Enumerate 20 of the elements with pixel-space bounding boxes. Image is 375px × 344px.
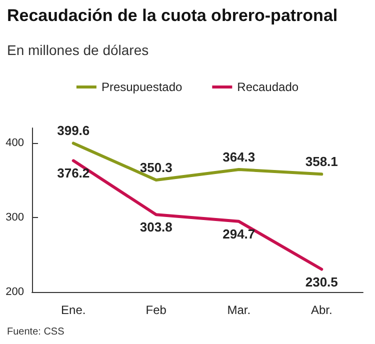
data-label: 303.8 <box>140 220 172 235</box>
x-tick-label: Mar. <box>227 303 251 317</box>
data-label: 350.3 <box>140 160 172 175</box>
x-tick-label: Ene. <box>61 303 86 317</box>
legend-label: Presupuestado <box>101 80 182 94</box>
x-tick-label: Abr. <box>310 303 332 317</box>
source-note: Fuente: CSS <box>7 326 65 338</box>
data-label: 230.5 <box>305 274 338 290</box>
data-label: 358.1 <box>305 154 338 170</box>
legend-label: Recaudado <box>237 80 299 94</box>
data-label: 399.6 <box>57 123 90 138</box>
chart-subtitle: En millones de dólares <box>7 42 149 58</box>
data-label: 364.3 <box>222 150 256 165</box>
y-tick-label: 300 <box>6 211 24 224</box>
chart-title: Recaudación de la cuota obrero-patronal <box>7 6 338 25</box>
data-label: 376.2 <box>57 166 90 181</box>
y-tick-label: 400 <box>6 136 24 149</box>
data-label: 294.7 <box>222 226 256 242</box>
y-tick-label: 200 <box>6 286 24 298</box>
x-tick-label: Feb <box>146 303 167 317</box>
